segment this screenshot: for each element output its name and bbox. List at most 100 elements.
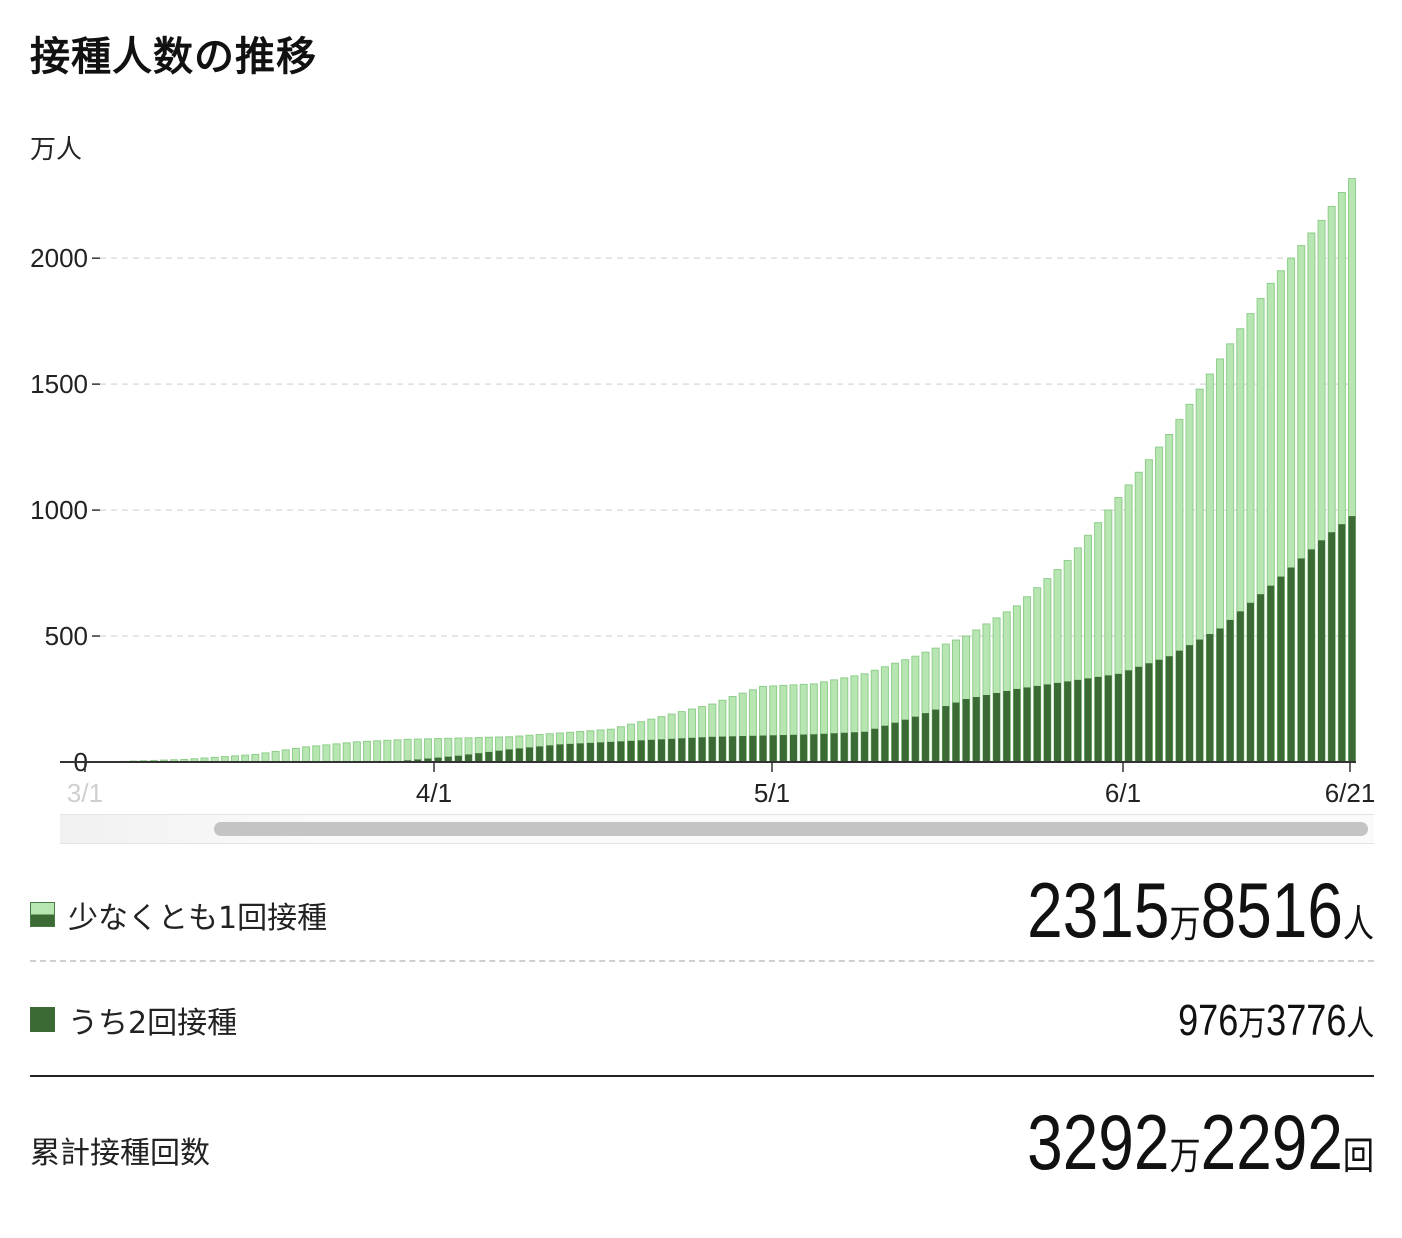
bar-second-dose xyxy=(1297,558,1305,762)
bar-first-dose xyxy=(373,740,382,763)
bar-second-dose xyxy=(1104,675,1112,762)
bar-second-dose xyxy=(607,741,615,762)
bar-second-dose xyxy=(536,746,544,762)
second-dose-value: 976万3776人 xyxy=(1177,996,1374,1045)
bar-second-dose xyxy=(434,757,442,762)
scrollbar-thumb[interactable] xyxy=(214,822,1368,836)
x-tick-label: 6/21 xyxy=(1325,778,1376,808)
bar-second-dose xyxy=(586,742,594,762)
first-dose-row: 少なくとも1回接種 2315万8516人 xyxy=(30,866,1374,954)
chart-scrollbar[interactable] xyxy=(60,814,1374,844)
y-tick-label: 1500 xyxy=(30,369,88,399)
bar-second-dose xyxy=(424,758,432,762)
bar-second-dose xyxy=(911,716,919,762)
row-divider-dashed xyxy=(30,960,1374,962)
bar-second-dose xyxy=(1277,576,1285,762)
bar-second-dose xyxy=(1328,532,1336,762)
bar-second-dose xyxy=(1054,682,1062,762)
bar-first-dose xyxy=(241,754,250,763)
total-doses-value: 3292万2292回 xyxy=(1027,1098,1374,1186)
bar-second-dose xyxy=(952,702,960,762)
bar-second-dose xyxy=(739,736,747,762)
bar-second-dose xyxy=(1074,679,1082,762)
bar-second-dose xyxy=(1267,585,1275,762)
bar-second-dose xyxy=(881,725,889,762)
bar-first-dose xyxy=(291,747,300,763)
bar-first-dose xyxy=(403,738,412,763)
bar-second-dose xyxy=(1023,687,1031,762)
bar-second-dose xyxy=(444,756,452,762)
bar-first-dose xyxy=(302,746,311,763)
bar-second-dose xyxy=(546,745,554,762)
bar-first-dose xyxy=(393,739,402,763)
bar-second-dose xyxy=(708,736,716,762)
bar-second-dose xyxy=(1135,666,1143,762)
bar-second-dose xyxy=(1033,685,1041,762)
bar-second-dose xyxy=(678,738,686,762)
bar-second-dose xyxy=(932,709,940,762)
bar-second-dose xyxy=(962,699,970,762)
bar-second-dose xyxy=(597,742,605,762)
bar-second-dose xyxy=(1287,567,1295,762)
bar-second-dose xyxy=(617,741,625,762)
second-dose-row: うち2回接種 976万3776人 xyxy=(30,992,1374,1045)
bar-second-dose xyxy=(993,692,1001,762)
bar-second-dose xyxy=(759,735,767,762)
bar-first-dose xyxy=(312,745,321,763)
bar-second-dose xyxy=(485,751,493,762)
bar-first-dose xyxy=(271,750,280,763)
bar-second-dose xyxy=(982,694,990,762)
total-doses-label: 累計接種回数 xyxy=(30,1136,210,1171)
bar-second-dose xyxy=(576,743,584,762)
bar-second-dose xyxy=(465,754,473,762)
bar-second-dose xyxy=(668,738,676,762)
bar-second-dose xyxy=(1094,676,1102,762)
y-tick-label: 1000 xyxy=(30,495,88,525)
bar-second-dose xyxy=(830,733,838,762)
bar-second-dose xyxy=(1165,656,1173,762)
bar-second-dose xyxy=(1226,619,1234,762)
bar-second-dose xyxy=(1318,540,1326,762)
bar-first-dose xyxy=(363,740,372,763)
bar-second-dose xyxy=(1145,663,1153,762)
bar-second-dose xyxy=(1206,634,1214,762)
bar-second-dose xyxy=(515,748,523,762)
bar-second-dose xyxy=(525,747,533,762)
bar-second-dose xyxy=(871,728,879,762)
bar-second-dose xyxy=(840,732,848,762)
bar-second-dose xyxy=(1084,678,1092,762)
bar-second-dose xyxy=(1196,639,1204,762)
second-dose-label: うち2回接種 xyxy=(68,1006,238,1041)
bar-second-dose xyxy=(1064,681,1072,762)
y-tick-label: 2000 xyxy=(30,243,88,273)
bar-second-dose xyxy=(972,697,980,762)
bar-second-dose xyxy=(1043,684,1051,762)
first-dose-label: 少なくとも1回接種 xyxy=(68,901,328,936)
bar-second-dose xyxy=(942,706,950,762)
bar-second-dose xyxy=(1125,670,1133,762)
page-title: 接種人数の推移 xyxy=(30,34,317,80)
x-tick-label: 3/1 xyxy=(67,778,103,808)
bar-second-dose xyxy=(688,737,696,762)
bar-first-dose xyxy=(261,752,270,763)
x-tick-label: 6/1 xyxy=(1105,778,1141,808)
bar-second-dose xyxy=(922,713,930,762)
bar-second-dose xyxy=(790,734,798,762)
bar-second-dose xyxy=(1257,594,1265,762)
bar-second-dose xyxy=(779,735,787,762)
bar-second-dose xyxy=(749,735,757,762)
bar-second-dose xyxy=(850,732,858,762)
total-doses-row: 累計接種回数 3292万2292回 xyxy=(30,1098,1374,1186)
bar-second-dose xyxy=(475,753,483,762)
bar-second-dose xyxy=(698,737,706,762)
bar-second-dose xyxy=(627,740,635,762)
bar-second-dose xyxy=(769,735,777,762)
section-divider xyxy=(30,1075,1374,1077)
bar-second-dose xyxy=(1246,602,1254,762)
bar-second-dose xyxy=(1236,611,1244,762)
bar-first-dose xyxy=(281,749,290,763)
y-tick-label: 500 xyxy=(45,621,88,651)
bar-second-dose xyxy=(505,749,513,762)
bar-second-dose xyxy=(1348,516,1356,762)
